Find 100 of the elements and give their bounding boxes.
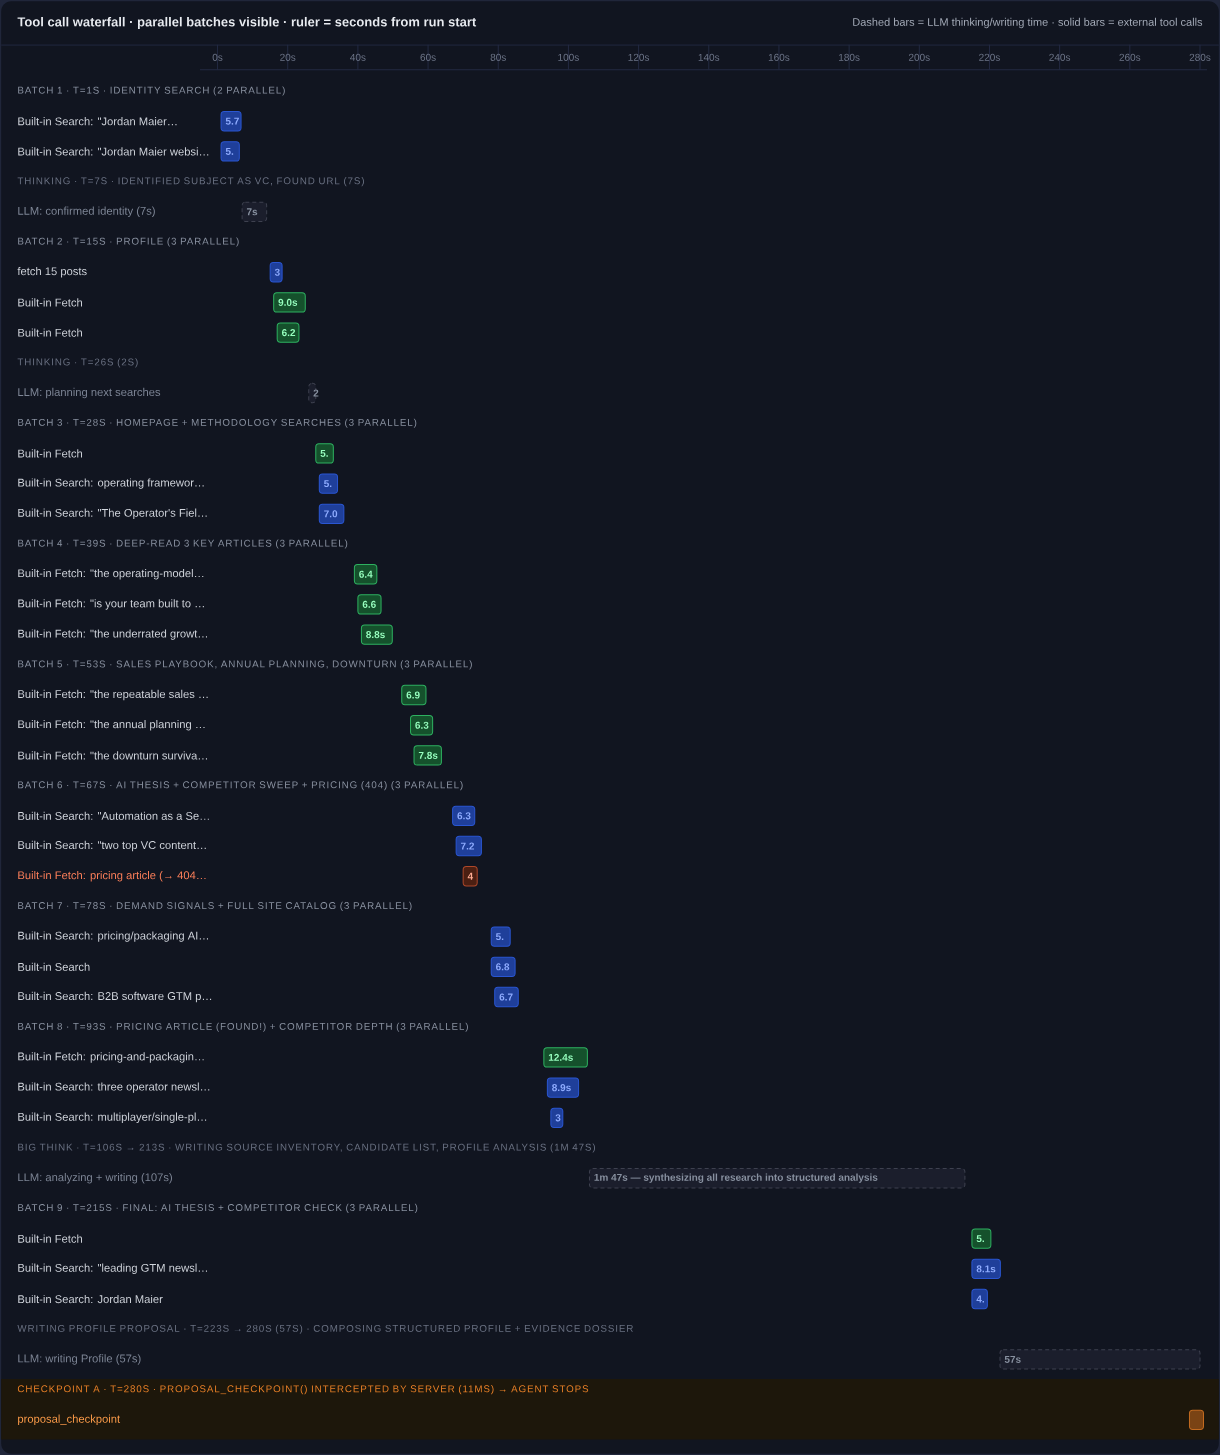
data-label: 6.4 [359,570,373,578]
x-tick-label: 40s [350,53,366,61]
data-label: 12.4s [548,1053,573,1061]
bar [269,262,283,283]
data-label: 7s [246,208,258,216]
data-label: 3 [555,1114,561,1122]
y-tick-label: CHECKPOINT A · T=280S · PROPOSAL_CHECKPOINT() INTERCEPTED BY SERVER (11MS) → AGENT STOPS [17,1385,589,1395]
bar [550,1107,564,1128]
y-tick-label: BATCH 6 · T=67S · AI THESIS + COMPETITOR SWEEP + PRICING (404) (3 PARALLEL) [18,781,463,791]
bar [546,1077,580,1098]
data-label: 6.7 [499,993,513,1001]
y-tick-label: Built-in Search: Jordan Maier [18,1294,163,1304]
bar [220,141,240,162]
data-label: 6.3 [457,812,471,820]
y-tick-label: BATCH 2 · T=15S · PROFILE (3 PARALLEL) [18,237,239,247]
bar [276,322,300,343]
bar [315,443,334,464]
data-label: 4. [976,1295,984,1303]
data-label: 2 [313,389,319,397]
bar [410,715,434,736]
y-tick-label: Built-in Search: three operator newsl… [18,1082,210,1093]
y-tick-label: BATCH 3 · T=28S · HOMEPAGE + METHODOLOGY SEARCHES (3 PARALLEL) [18,418,417,428]
bar [357,594,382,615]
y-tick-label: Built-in Search: "Jordan Maier websi… [18,147,209,156]
y-tick-label: Built-in Fetch: pricing-and-packagin… [18,1052,204,1063]
bar [413,745,442,766]
bar [1188,1409,1204,1430]
data-label: 5. [976,1235,984,1243]
y-tick-label: Built-in Fetch [18,1234,82,1243]
y-tick-label: Built-in Search: "two top VC content… [18,840,206,852]
data-label: 8.8s [366,631,385,639]
x-tick-label: 220s [979,53,1000,61]
y-tick-label: Built-in Search: operating framewor… [18,478,204,489]
y-tick-label: BATCH 9 · T=215S · FINAL: AI THESIS + COMPETITOR CHECK (3 PARALLEL) [18,1203,418,1213]
x-tick-label: 200s [908,53,930,61]
x-tick-label: 0s [212,53,223,61]
y-tick-label: BIG THINK · T=106S → 213S · WRITING SOURCE INVENTORY, CANDIDATE LIST, PROFILE ANALYSIS (1M 47S) [18,1143,596,1153]
bar [452,805,476,826]
x-tick-label: 180s [839,53,860,61]
y-tick-label: BATCH 5 · T=53S · SALES PLAYBOOK, ANNUAL PLANNING, DOWNTURN (3 PARALLEL) [18,660,472,670]
data-label: 6.2 [281,329,296,337]
y-tick-label: Built-in Fetch: "the annual planning … [18,719,205,731]
y-tick-label: LLM: analyzing + writing (107s) [18,1173,172,1184]
bar [241,201,268,222]
bar [273,292,306,313]
x-tick-label: 80s [490,53,506,61]
x-tick-label: 280s [1189,53,1211,61]
data-label: 4 [467,872,474,880]
bar [490,926,511,947]
bar [971,1228,992,1249]
bar [401,684,427,706]
y-tick-label: THINKING · T=7S · IDENTIFIED SUBJECT AS VC, FOUND URL (7S) [17,177,364,187]
y-tick-label: Built-in Search: "Jordan Maier… [18,117,177,126]
y-tick-label: Built-in Search: "The Operator's Fiel… [18,508,207,520]
y-tick-label: Built-in Search: "leading GTM newsl… [18,1263,207,1275]
bar [220,111,242,132]
data-label: 5.7 [225,117,239,125]
x-tick-label: 140s [698,53,720,61]
y-tick-label: Built-in Fetch: pricing article (→ 404… [18,870,206,882]
bar [318,503,345,524]
y-tick-label: Built-in Search: "Automation as a Se… [18,811,209,820]
y-tick-label: BATCH 7 · T=78S · DEMAND SIGNALS + FULL SITE CATALOG (3 PARALLEL) [18,901,412,911]
y-tick-label: proposal_checkpoint [18,1414,121,1426]
y-tick-label: Built-in Search: B2B software GTM p… [18,991,212,1003]
data-label: 9.0s [278,298,298,306]
bar [494,986,519,1008]
bar [971,1258,1001,1279]
data-label: 8.1s [976,1265,996,1273]
data-label: 5. [320,449,328,457]
bar [353,564,378,585]
bar [588,1168,966,1189]
data-label: 6.3 [415,721,429,729]
x-tick-label: 20s [280,53,296,61]
data-label: 5. [324,480,332,488]
x-tick-label: 100s [558,53,579,61]
y-tick-label: fetch 15 posts [17,266,87,278]
y-tick-label: Built-in Search: pricing/packaging AI… [18,931,209,942]
x-tick-label: 240s [1049,53,1071,61]
data-label: 6.8 [496,963,510,971]
chart-title: Tool call waterfall · parallel batches visible · ruler = seconds from run start [17,16,477,30]
data-label: 6.6 [362,600,376,608]
annotation: 1m 47s — synthesizing all research into structured analysis [594,1173,878,1183]
y-tick-label: Built-in Fetch [18,449,82,458]
y-tick-label: WRITING PROFILE PROPOSAL · T=223S → 280S (57S) · COMPOSING STRUCTURED PROFILE + EVIDENCE DOSSIER [17,1324,633,1334]
y-tick-label: Built-in Search [18,962,90,971]
y-tick-label: Built-in Fetch: "the underrated growt… [18,629,208,640]
x-tick-label: 260s [1119,53,1141,61]
data-label: 5. [225,147,234,155]
bar [543,1047,588,1068]
y-tick-label: BATCH 1 · T=1S · IDENTITY SEARCH (2 PARALLEL) [18,86,285,96]
bar [462,866,478,887]
y-tick-label: BATCH 4 · T=39S · DEEP-READ 3 KEY ARTICLES (3 PARALLEL) [18,539,348,549]
data-label: 7.8s [418,751,438,759]
x-tick-label: 120s [628,53,650,61]
y-tick-label: BATCH 8 · T=93S · PRICING ARTICLE (FOUND!) + COMPETITOR DEPTH (3 PARALLEL) [18,1022,468,1032]
y-tick-label: Built-in Fetch [18,298,82,307]
bar [999,1349,1201,1370]
y-tick-label: Built-in Fetch: "the downturn surviva… [18,751,207,760]
data-label: 6.9 [406,691,420,699]
y-tick-label: THINKING · T=26S (2S) [17,358,138,368]
